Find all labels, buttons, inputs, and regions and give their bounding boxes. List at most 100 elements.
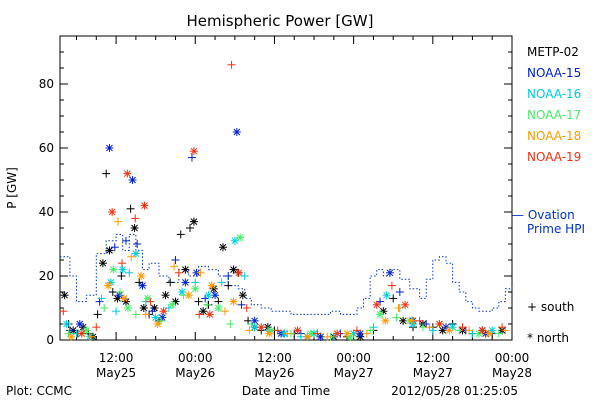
point-noaa-16	[217, 278, 226, 287]
point-metp-02	[161, 291, 170, 300]
point-noaa-19	[458, 323, 467, 332]
point-noaa-16	[428, 326, 437, 335]
point-noaa-15	[201, 294, 210, 303]
point-metp-02	[224, 281, 233, 290]
point-noaa-18	[394, 304, 403, 312]
point-noaa-15	[171, 256, 180, 264]
point-noaa-19	[108, 208, 117, 216]
y-tick-label: 60	[39, 141, 54, 155]
point-noaa-18	[283, 329, 292, 338]
point-noaa-19	[174, 268, 183, 277]
point-noaa-19	[92, 323, 101, 332]
point-metp-02	[102, 169, 111, 178]
point-noaa-15	[187, 153, 196, 162]
point-noaa-15	[237, 300, 246, 309]
point-noaa-19	[435, 320, 444, 328]
point-noaa-19	[140, 201, 149, 210]
point-noaa-18	[127, 252, 136, 261]
point-noaa-16	[131, 249, 140, 258]
point-noaa-19	[242, 304, 251, 312]
point-noaa-18	[343, 329, 352, 338]
point-noaa-18	[196, 268, 205, 277]
point-metp-02	[199, 307, 208, 316]
chart-title: Hemispheric Power [GW]	[187, 12, 374, 30]
point-noaa-19	[131, 214, 140, 223]
x-tick-date-label: May26	[254, 366, 294, 380]
point-metp-02	[130, 224, 139, 232]
point-noaa-17	[156, 316, 165, 325]
point-noaa-18	[484, 329, 493, 338]
point-noaa-18	[362, 329, 371, 338]
y-axis-label: P [GW]	[5, 167, 19, 209]
point-noaa-15	[95, 297, 104, 306]
point-noaa-19	[372, 300, 381, 309]
point-noaa-15	[105, 144, 114, 152]
point-noaa-19	[498, 323, 507, 332]
point-noaa-15	[65, 326, 74, 335]
point-noaa-16	[178, 288, 187, 296]
legend-entry: NOAA-16	[527, 87, 581, 101]
point-noaa-18	[407, 316, 416, 325]
point-metp-02	[181, 265, 190, 274]
point-metp-02	[166, 278, 175, 287]
point-metp-02	[60, 291, 69, 300]
point-noaa-15	[138, 281, 147, 290]
x-tick-label: 00:00	[178, 351, 213, 365]
legend-ovation-line1: — Ovation	[512, 208, 575, 222]
point-metp-02	[117, 272, 126, 280]
point-noaa-19	[234, 268, 243, 277]
point-noaa-17	[376, 310, 385, 319]
point-metp-02	[171, 297, 180, 306]
point-noaa-19	[478, 326, 487, 335]
point-noaa-18	[170, 262, 179, 271]
point-noaa-17	[226, 320, 235, 328]
point-noaa-19	[257, 323, 266, 332]
point-noaa-17	[214, 304, 223, 312]
point-noaa-16	[125, 268, 134, 277]
point-noaa-19	[205, 310, 214, 319]
point-noaa-17	[494, 329, 503, 338]
point-metp-02	[108, 288, 117, 296]
x-tick-label: 00:00	[336, 351, 371, 365]
point-noaa-18	[114, 217, 123, 226]
point-noaa-18	[303, 332, 312, 341]
point-noaa-18	[229, 297, 238, 306]
point-metp-02	[185, 224, 194, 232]
point-metp-02	[189, 217, 198, 226]
y-tick-label: 0	[46, 333, 54, 347]
x-tick-label: 12:00	[416, 351, 451, 365]
x-tick-date-label: May27	[413, 366, 453, 380]
x-tick-date-label: May25	[96, 366, 136, 380]
satellite-data-points	[59, 60, 510, 341]
point-noaa-18	[153, 320, 162, 328]
point-noaa-19	[59, 307, 68, 316]
footer-plot-credit: Plot: CCMC	[6, 384, 72, 398]
point-metp-02	[389, 294, 398, 303]
point-metp-02	[218, 243, 227, 252]
point-noaa-16	[204, 291, 213, 300]
plot-frame	[59, 35, 513, 341]
point-noaa-19	[146, 297, 155, 306]
legend-entry: NOAA-18	[527, 129, 581, 143]
point-noaa-15	[181, 278, 190, 287]
point-noaa-17	[82, 326, 91, 335]
point-noaa-15	[376, 297, 385, 306]
x-tick-label: 12:00	[257, 351, 292, 365]
point-metp-02	[98, 259, 107, 268]
point-noaa-19	[333, 329, 342, 338]
point-noaa-19	[401, 300, 410, 309]
point-noaa-15	[133, 240, 142, 248]
point-noaa-18	[245, 326, 254, 335]
point-noaa-18	[184, 291, 193, 300]
point-noaa-17	[366, 326, 375, 335]
point-noaa-18	[501, 326, 510, 335]
point-metp-02	[238, 291, 247, 300]
point-noaa-17	[143, 294, 152, 303]
legend-ovation-line2: Prime HPI	[527, 222, 585, 236]
point-noaa-15	[232, 128, 241, 136]
point-noaa-19	[118, 259, 127, 268]
point-metp-02	[176, 230, 185, 239]
point-noaa-18	[465, 326, 474, 335]
x-tick-date-label: May26	[175, 366, 215, 380]
point-metp-02	[139, 304, 148, 312]
